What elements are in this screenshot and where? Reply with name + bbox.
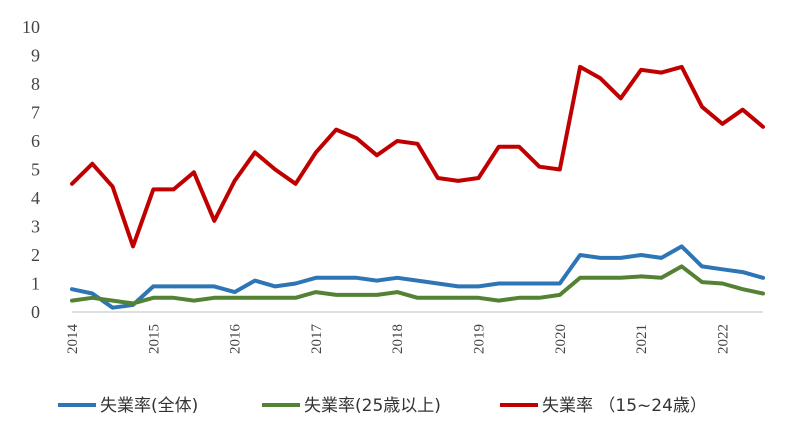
series-line-1: [70, 264, 765, 306]
y-tick-label: 8: [31, 74, 40, 94]
y-tick-label: 1: [31, 274, 40, 294]
y-tick-label: 5: [31, 160, 40, 180]
y-tick-label: 2: [31, 245, 40, 265]
x-tick-label: 2019: [471, 324, 487, 354]
legend: 失業率(全体) 失業率(25歳以上) 失業率 （15~24歳）: [58, 396, 707, 416]
x-tick-label: 2017: [309, 324, 325, 355]
x-tick-label: 2021: [634, 324, 650, 354]
y-axis-ticks: 0 1 2 3 4 5 6 7 8 9 10: [22, 17, 40, 322]
y-tick-label: 9: [31, 46, 40, 66]
series-line-2: [70, 64, 765, 249]
y-tick-label: 0: [31, 302, 40, 322]
legend-label-2: 失業率 （15~24歳）: [542, 396, 707, 416]
x-tick-label: 2022: [715, 324, 731, 354]
series-lines: [70, 64, 765, 310]
legend-label-0: 失業率(全体): [100, 396, 198, 416]
x-tick-label: 2015: [146, 324, 162, 354]
x-tick-label: 2014: [65, 324, 81, 355]
legend-label-1: 失業率(25歳以上): [304, 396, 441, 416]
x-tick-label: 2018: [390, 324, 406, 354]
x-axis-ticks: 2014 2015 2016 2017 2018 2019 2020 2021 2022: [65, 324, 731, 355]
y-tick-label: 10: [22, 17, 40, 37]
x-tick-label: 2016: [228, 324, 244, 355]
y-tick-label: 3: [31, 217, 40, 237]
series-line-0: [70, 244, 765, 310]
y-tick-label: 7: [31, 103, 40, 123]
x-tick-label: 2020: [553, 324, 569, 354]
y-tick-label: 6: [31, 131, 40, 151]
y-tick-label: 4: [31, 188, 40, 208]
